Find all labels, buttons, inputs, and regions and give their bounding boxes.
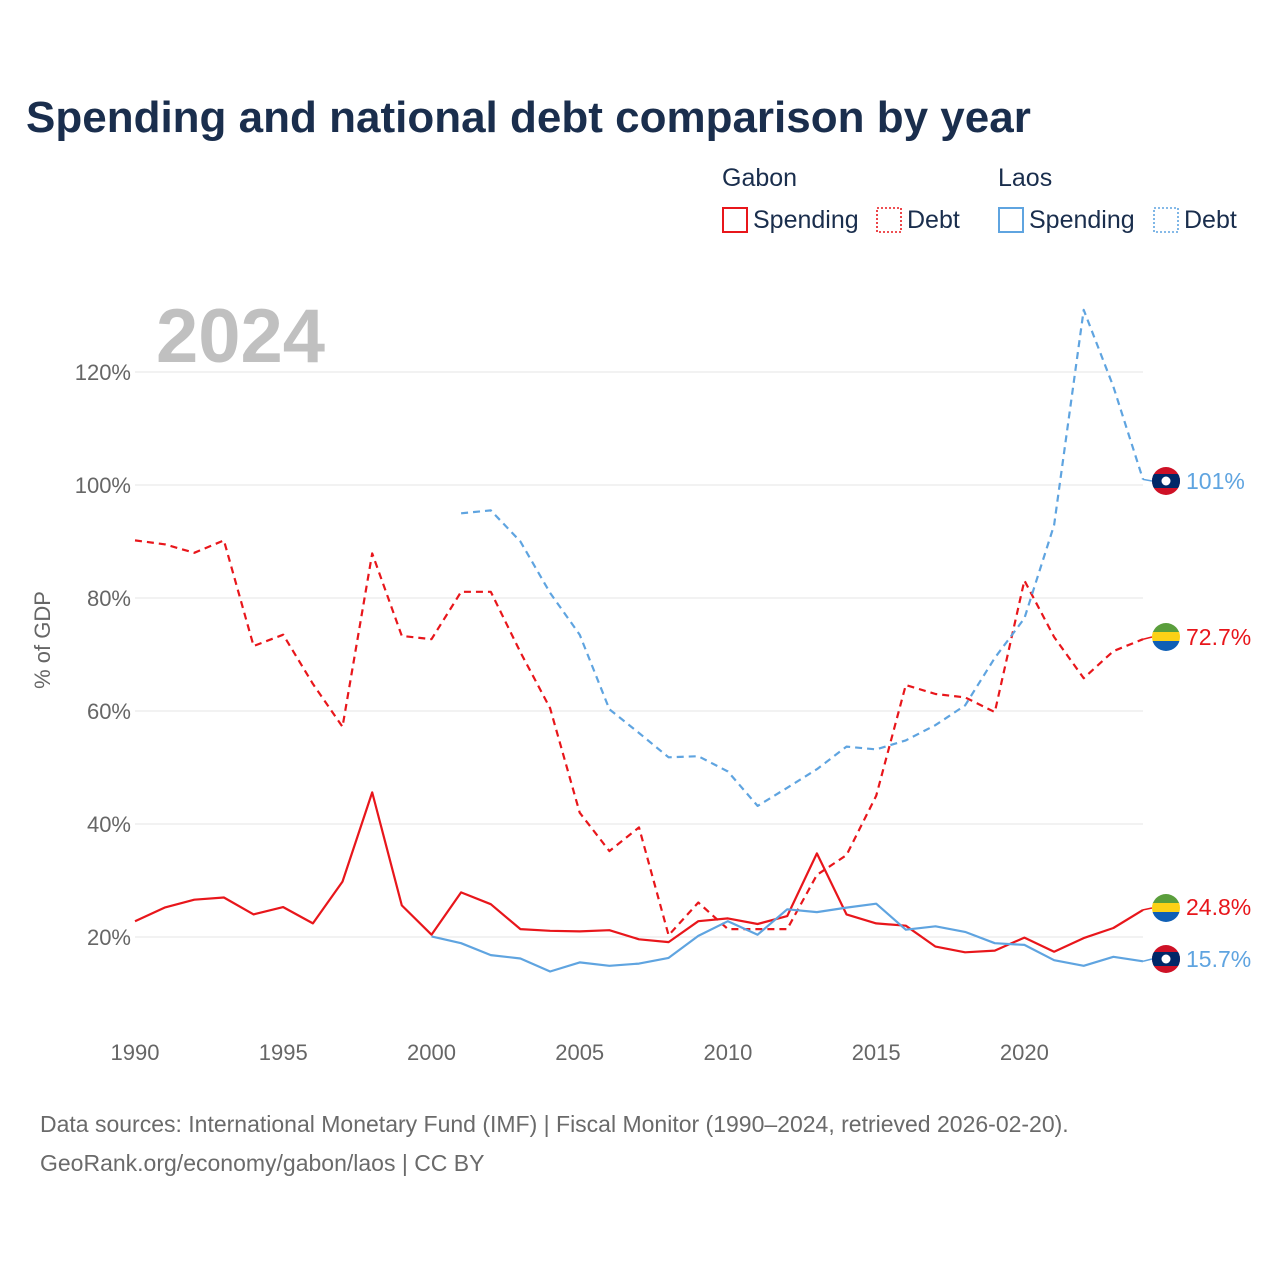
series-line-gabon-spending bbox=[134, 791, 1144, 954]
x-tick-label: 1995 bbox=[259, 1040, 308, 1065]
legend-laos-spending-label: Spending bbox=[1029, 206, 1135, 234]
x-tick-label: 2005 bbox=[555, 1040, 604, 1065]
source-line-2: GeoRank.org/economy/gabon/laos | CC BY bbox=[40, 1150, 485, 1176]
end-connector bbox=[1142, 907, 1153, 911]
series-line-laos-spending bbox=[431, 902, 1144, 973]
series-line-gabon-debt bbox=[134, 539, 1144, 937]
end-label-laos-debt: 101% bbox=[1186, 468, 1245, 494]
end-label-gabon-debt: 72.7% bbox=[1186, 624, 1251, 650]
gabon-flag-icon bbox=[1152, 894, 1180, 922]
x-tick-label: 2010 bbox=[703, 1040, 752, 1065]
laos-flag-icon bbox=[1152, 945, 1180, 973]
end-connector bbox=[1142, 958, 1153, 963]
end-connector bbox=[1142, 478, 1153, 482]
x-tick-label: 2000 bbox=[407, 1040, 456, 1065]
legend-gabon-spending-swatch bbox=[722, 207, 748, 233]
end-label-laos-spending: 15.7% bbox=[1186, 946, 1251, 972]
y-axis-label: % of GDP bbox=[30, 591, 55, 689]
series-line-laos-debt bbox=[460, 308, 1145, 808]
y-tick-label: 60% bbox=[87, 699, 131, 724]
source-line-1: Data sources: International Monetary Fun… bbox=[40, 1111, 1069, 1137]
chart-title: Spending and national debt comparison by… bbox=[26, 93, 1031, 142]
gabon-flag-icon bbox=[1152, 623, 1180, 651]
legend: Gabon Spending Debt Laos Spending Debt bbox=[722, 164, 1237, 234]
x-tick-label: 1990 bbox=[111, 1040, 160, 1065]
x-axis-ticks: 1990 1995 2000 2005 2010 2015 2020 bbox=[111, 1040, 1049, 1065]
legend-gabon-debt-swatch bbox=[876, 207, 902, 233]
x-tick-label: 2020 bbox=[1000, 1040, 1049, 1065]
legend-gabon-spending-label: Spending bbox=[753, 206, 859, 234]
series-lines bbox=[134, 308, 1153, 973]
y-tick-label: 100% bbox=[75, 473, 131, 498]
gridlines bbox=[135, 371, 1143, 938]
legend-gabon-debt-label: Debt bbox=[907, 206, 960, 234]
y-axis-ticks: 20% 40% 60% 80% 100% 120% bbox=[75, 360, 131, 950]
y-tick-label: 80% bbox=[87, 586, 131, 611]
y-tick-label: 40% bbox=[87, 812, 131, 837]
legend-laos-title: Laos bbox=[998, 164, 1052, 192]
x-tick-label: 2015 bbox=[852, 1040, 901, 1065]
laos-flag-icon bbox=[1152, 467, 1180, 495]
legend-laos-spending-swatch bbox=[998, 207, 1024, 233]
legend-laos-debt-label: Debt bbox=[1184, 206, 1237, 234]
end-connector bbox=[1142, 636, 1153, 640]
legend-gabon-title: Gabon bbox=[722, 164, 797, 192]
y-tick-label: 120% bbox=[75, 360, 131, 385]
y-tick-label: 20% bbox=[87, 925, 131, 950]
end-label-gabon-spending: 24.8% bbox=[1186, 894, 1251, 920]
legend-laos-debt-swatch bbox=[1153, 207, 1179, 233]
year-label: 2024 bbox=[156, 294, 325, 379]
